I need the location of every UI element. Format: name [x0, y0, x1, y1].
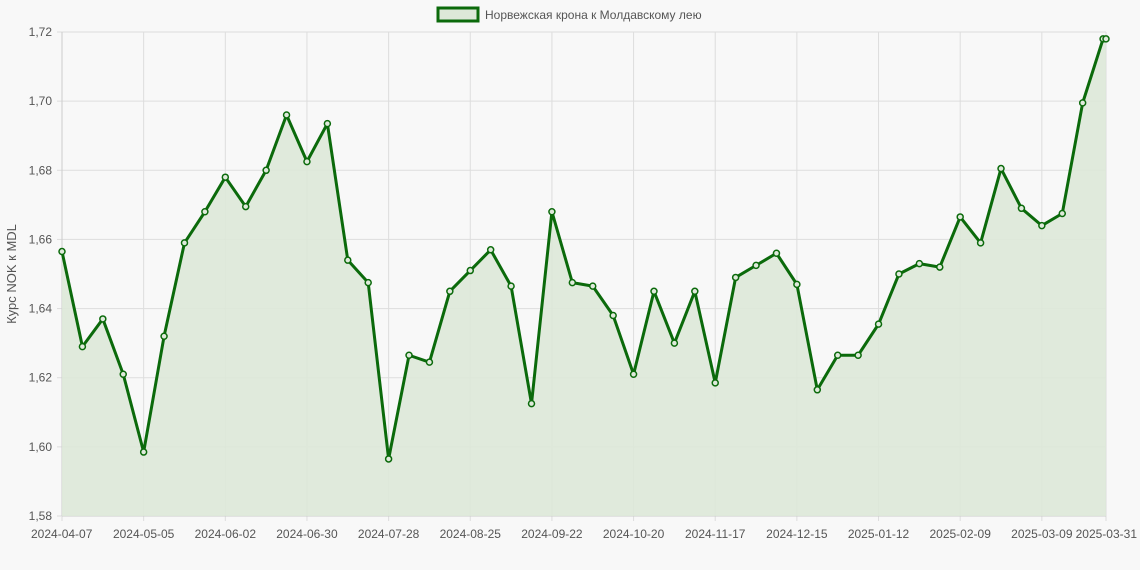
data-point — [527, 399, 536, 408]
data-point — [711, 379, 719, 387]
data-point — [221, 173, 230, 181]
data-point — [405, 351, 413, 359]
area-path — [62, 38, 1106, 516]
data-point — [833, 351, 842, 359]
data-point — [466, 266, 475, 275]
x-tick-label: 2024-08-25 — [440, 527, 502, 541]
legend-label: Норвежская крона к Молдавскому лею — [485, 8, 702, 22]
data-point — [589, 282, 597, 290]
data-point — [568, 278, 577, 287]
x-tick-label: 2024-06-02 — [195, 527, 257, 541]
x-tick-label: 2024-04-07 — [31, 527, 93, 541]
data-point — [772, 249, 781, 258]
data-point — [650, 287, 658, 296]
data-point — [629, 370, 638, 379]
data-point — [976, 239, 985, 247]
x-tick-label: 2024-12-15 — [766, 527, 828, 541]
data-point — [241, 202, 250, 211]
data-point — [956, 213, 964, 221]
data-point — [731, 273, 740, 282]
data-point — [854, 351, 862, 359]
legend-swatch — [436, 6, 480, 23]
data-point — [1058, 209, 1067, 218]
y-tick-label: 1,72 — [29, 25, 53, 39]
data-point — [1017, 204, 1026, 213]
data-point — [997, 164, 1005, 173]
y-tick-label: 1,62 — [29, 371, 53, 385]
data-point — [180, 239, 189, 247]
data-point — [282, 111, 291, 119]
x-tick-label: 2024-10-20 — [603, 527, 665, 541]
data-point — [1102, 35, 1110, 43]
data-point — [609, 311, 617, 320]
data-point — [364, 278, 372, 287]
data-point — [1038, 221, 1046, 230]
data-point — [446, 287, 454, 296]
data-points — [58, 35, 1110, 463]
data-point — [425, 358, 434, 366]
data-point — [691, 287, 699, 296]
data-point — [670, 339, 679, 347]
x-tick-label: 2024-06-30 — [276, 527, 338, 541]
data-point — [303, 157, 311, 166]
data-point — [895, 270, 903, 278]
area-fill — [62, 38, 1106, 516]
y-tick-label: 1,68 — [29, 163, 53, 177]
data-point — [384, 455, 393, 463]
x-tick-label: 2024-09-22 — [521, 527, 583, 541]
x-tick-label: 2024-11-17 — [685, 527, 746, 541]
data-point — [160, 332, 168, 340]
data-point — [507, 282, 515, 290]
data-point — [323, 119, 332, 128]
x-tick-label: 2025-03-31 — [1076, 527, 1138, 541]
x-tick-label: 2024-07-28 — [358, 527, 420, 541]
data-point — [58, 247, 66, 256]
data-point — [915, 259, 924, 268]
y-tick-label: 1,66 — [29, 232, 53, 246]
data-point — [874, 320, 883, 328]
x-axis-ticks: 2024-04-07 2024-05-05 2024-06-02 2024-06-30… — [31, 527, 1137, 541]
data-point — [344, 256, 352, 264]
y-axis-title: Курс NOK к MDL — [4, 224, 19, 324]
data-point — [1078, 99, 1087, 107]
data-point — [793, 280, 801, 289]
data-point — [139, 448, 148, 456]
data-point — [936, 263, 944, 271]
data-point — [78, 342, 87, 351]
data-point — [548, 208, 556, 216]
y-tick-label: 1,60 — [29, 440, 53, 454]
y-tick-label: 1,64 — [29, 302, 53, 316]
data-point — [752, 261, 760, 270]
y-tick-label: 1,70 — [29, 94, 53, 108]
data-point — [119, 370, 127, 379]
legend[interactable]: Норвежская крона к Молдавскому лею — [436, 6, 702, 23]
x-tick-label: 2024-05-05 — [113, 527, 175, 541]
data-point — [813, 386, 822, 394]
y-tick-label: 1,58 — [29, 509, 53, 523]
data-point — [262, 166, 270, 175]
data-point — [486, 246, 495, 254]
data-point — [99, 315, 107, 323]
x-tick-label: 2025-01-12 — [848, 527, 910, 541]
x-tick-label: 2025-03-09 — [1011, 527, 1073, 541]
y-axis-ticks: 1,58 1,60 1,62 1,64 1,66 1,68 1,70 1,72 — [29, 25, 53, 523]
x-tick-label: 2025-02-09 — [929, 527, 991, 541]
data-point — [201, 208, 209, 216]
